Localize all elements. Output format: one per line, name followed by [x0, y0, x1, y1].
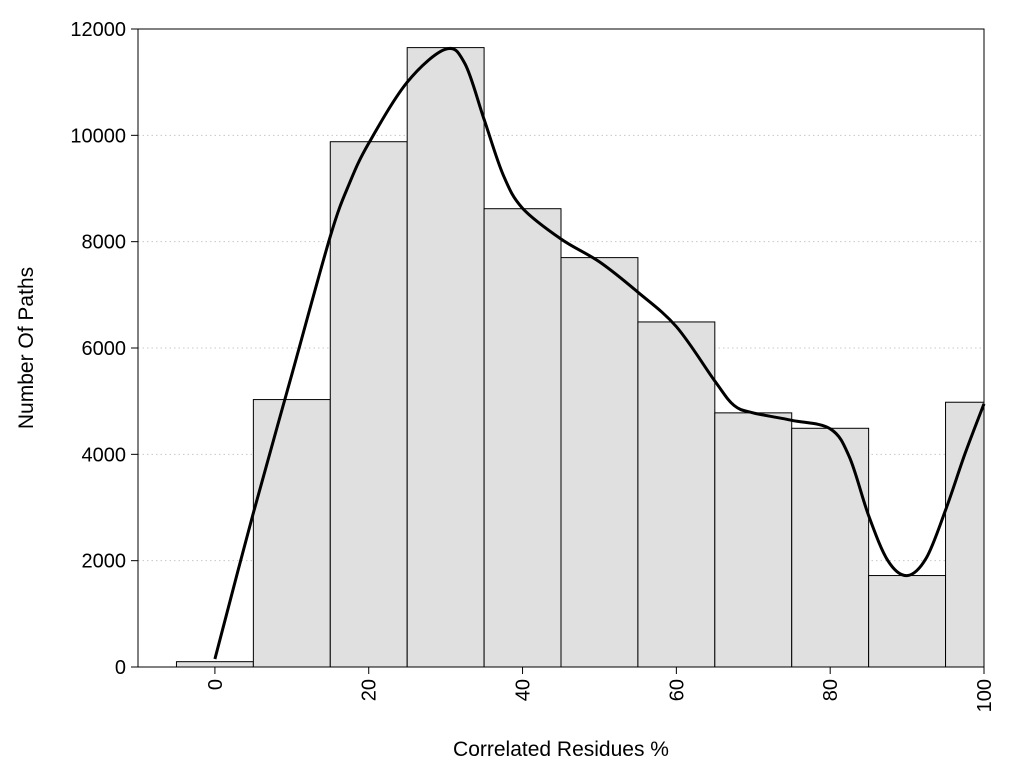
x-axis-title: Correlated Residues % [453, 738, 669, 761]
x-tick-label: 40 [513, 679, 535, 701]
histogram-bar-2 [329, 141, 408, 668]
x-tick-label: 80 [820, 679, 842, 701]
histogram-bar-4 [483, 208, 562, 668]
histogram-bar-0 [175, 661, 254, 668]
x-tick-label: 100 [974, 679, 996, 712]
histogram-bar-9 [868, 575, 947, 668]
y-tick-label: 2000 [82, 551, 127, 573]
density-curve [213, 46, 986, 660]
y-tick-label: 6000 [82, 338, 127, 360]
histogram-bar-1 [252, 399, 331, 668]
density-curve-layer [213, 46, 986, 660]
x-tick-label: 60 [666, 679, 688, 701]
x-axis-ticks: 0 20 40 60 80 100 [205, 667, 996, 712]
x-tick-label: 0 [205, 679, 227, 690]
histogram-bar-10 [945, 401, 985, 668]
histogram-bars [175, 47, 985, 668]
histogram-bar-8 [791, 427, 870, 668]
y-tick-label: 4000 [82, 444, 127, 466]
histogram-bar-6 [637, 321, 716, 668]
x-tick-label: 20 [359, 679, 381, 701]
y-axis-ticks: 0 2000 4000 6000 8000 10000 12000 [70, 19, 138, 679]
y-tick-label: 0 [115, 657, 126, 679]
histogram-bar-3 [406, 47, 485, 668]
y-tick-label: 12000 [70, 19, 126, 41]
y-axis-title: Number Of Paths [15, 267, 38, 429]
y-tick-label: 10000 [70, 125, 126, 147]
histogram-bar-7 [714, 412, 793, 668]
histogram-bar-5 [560, 257, 639, 668]
y-tick-label: 8000 [82, 232, 127, 254]
